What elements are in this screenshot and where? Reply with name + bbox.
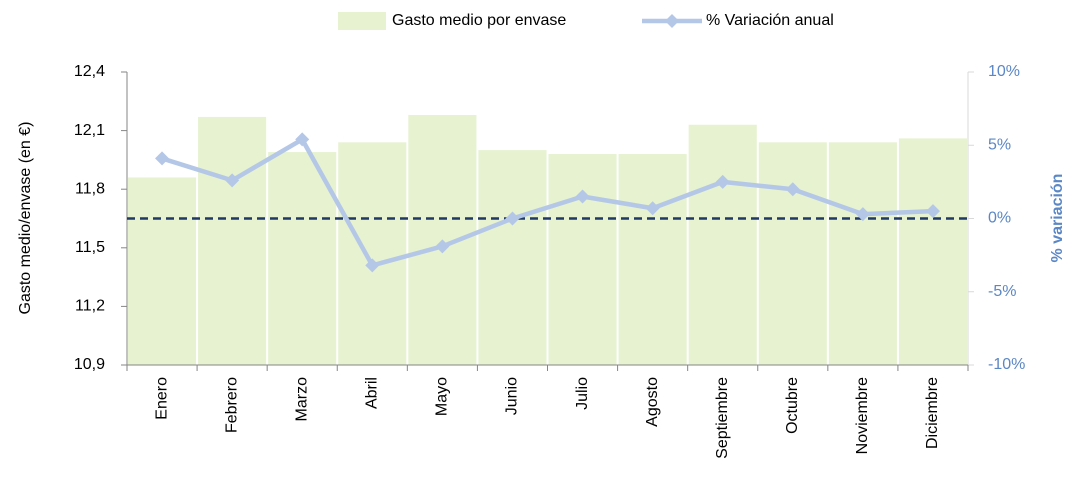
x-tick-label: Febrero bbox=[223, 377, 240, 433]
line-marker bbox=[785, 182, 800, 197]
x-tick-label: Septiembre bbox=[714, 377, 731, 459]
y-tick-label: 12,4 bbox=[74, 63, 105, 80]
bar bbox=[688, 124, 757, 366]
bar bbox=[198, 116, 267, 365]
x-tick-label: Junio bbox=[504, 377, 521, 415]
y-tick-label: 12,1 bbox=[74, 122, 105, 139]
line-marker bbox=[505, 211, 520, 226]
bar bbox=[548, 154, 617, 365]
line bbox=[161, 137, 934, 268]
y2-tick-label: -5% bbox=[988, 283, 1016, 300]
legend-swatch bbox=[338, 12, 386, 30]
y2-axis-label: % variación bbox=[1049, 174, 1066, 263]
line-marker bbox=[365, 258, 380, 273]
bar bbox=[478, 150, 547, 365]
line-marker bbox=[295, 132, 310, 147]
legend-label: % Variación anual bbox=[706, 12, 834, 29]
bar bbox=[128, 177, 197, 365]
bar bbox=[338, 142, 407, 365]
y-tick-label: 10,9 bbox=[74, 356, 105, 373]
y2-tick-label: 10% bbox=[988, 63, 1020, 80]
x-tick-label: Enero bbox=[153, 377, 170, 420]
line-marker bbox=[225, 173, 240, 188]
y-tick-label: 11,5 bbox=[75, 239, 105, 256]
legend-marker bbox=[665, 14, 679, 28]
y2-tick-label: 0% bbox=[988, 210, 1011, 227]
x-tick-label: Julio bbox=[574, 377, 591, 410]
line-marker bbox=[855, 207, 870, 222]
x-tick-label: Mayo bbox=[434, 377, 451, 416]
x-tick-label: Abril bbox=[364, 377, 381, 409]
y-axis-label: Gasto medio/envase (en €) bbox=[17, 122, 34, 315]
line-marker bbox=[435, 239, 450, 254]
x-tick-label: Diciembre bbox=[924, 377, 941, 449]
x-tick-label: Marzo bbox=[293, 377, 310, 422]
line-marker bbox=[575, 189, 590, 204]
bar bbox=[268, 152, 337, 365]
legend-label: Gasto medio por envase bbox=[392, 12, 566, 29]
y-tick-label: 11,2 bbox=[75, 298, 105, 315]
line-marker bbox=[715, 174, 730, 189]
bar bbox=[828, 142, 897, 365]
x-tick-label: Noviembre bbox=[854, 377, 871, 454]
line-marker bbox=[645, 201, 660, 216]
bar bbox=[618, 154, 687, 365]
y-tick-label: 11,8 bbox=[75, 180, 105, 197]
y2-tick-label: -10% bbox=[988, 356, 1025, 373]
y2-tick-label: 5% bbox=[988, 136, 1011, 153]
bar bbox=[898, 138, 967, 365]
line-marker bbox=[155, 151, 170, 166]
bar bbox=[758, 142, 827, 365]
x-tick-label: Agosto bbox=[644, 377, 661, 427]
x-tick-label: Octubre bbox=[784, 377, 801, 434]
line-marker bbox=[925, 204, 940, 219]
